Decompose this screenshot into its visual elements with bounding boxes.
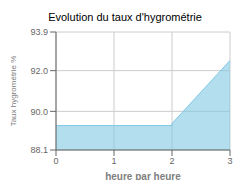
svg-text:92.0: 92.0 — [30, 66, 48, 76]
svg-text:2: 2 — [169, 156, 174, 166]
svg-text:Taux hygrométrie %: Taux hygrométrie % — [9, 56, 18, 127]
svg-text:3: 3 — [227, 156, 232, 166]
svg-text:93.9: 93.9 — [30, 27, 48, 37]
html-text:Evolution du taux d'hygrométri: Evolution du taux d'hygrométrie — [48, 11, 202, 23]
svg-text:90.0: 90.0 — [30, 107, 48, 117]
svg-text:0: 0 — [53, 156, 58, 166]
svg-text:heure par heure: heure par heure — [105, 171, 181, 180]
svg-text:88.1: 88.1 — [30, 145, 48, 155]
svg-text:1: 1 — [111, 156, 116, 166]
